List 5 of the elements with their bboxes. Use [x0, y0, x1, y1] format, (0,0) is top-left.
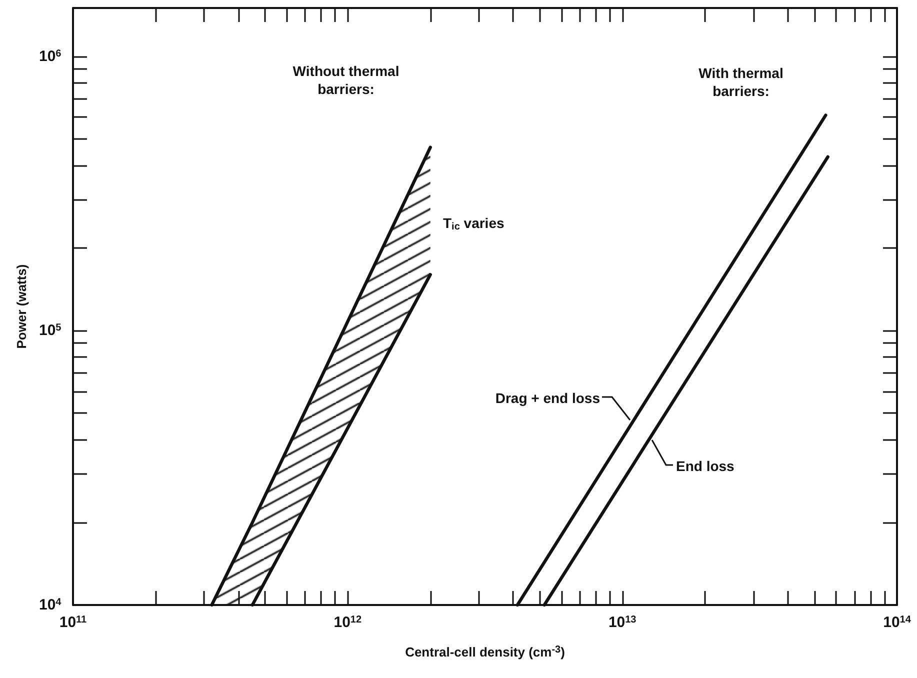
annotation: Without thermal barriers: [292, 63, 400, 97]
text: End loss [676, 458, 735, 474]
text: Drag + end loss [495, 390, 600, 406]
annotation: With thermal barriers: [698, 65, 784, 99]
y-axis-title: Power (watts) [14, 264, 29, 349]
